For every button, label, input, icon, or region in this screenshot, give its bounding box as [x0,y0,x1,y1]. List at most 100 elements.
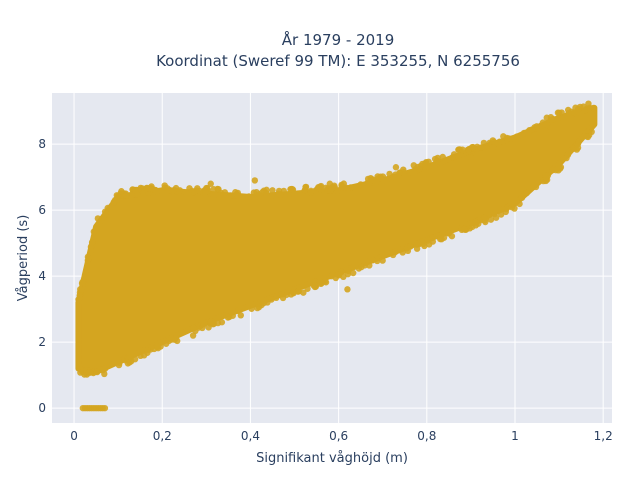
scatter-point [565,110,572,117]
scatter-point [227,192,235,199]
scatter-point [237,312,244,319]
scatter-point [482,218,489,226]
scatter-point [116,359,123,366]
x-tick-label: 0,2 [153,429,172,443]
scatter-point [283,291,290,298]
y-tick-label: 4 [38,269,46,283]
scatter-point [556,165,564,172]
scatter-point [104,204,111,212]
scatter-point [350,269,357,277]
outlier-point [269,187,276,194]
scatter-point [547,116,555,123]
scatter-point [102,365,109,372]
scatter-point [215,185,222,193]
scatter-point [154,343,161,350]
y-axis-title: Vågperiod (s) [16,215,31,302]
scatter-point [191,188,198,195]
scatter-point [234,192,241,199]
y-tick-label: 8 [38,137,46,151]
scatter-point [480,139,488,147]
chart-title-line2: Koordinat (Sweref 99 TM): E 353255, N 62… [156,52,520,70]
scatter-point [379,257,386,264]
scatter-point [434,157,441,165]
scatter-point [469,143,477,151]
scatter-point [513,133,521,140]
outlier-point [392,164,400,171]
scatter-point [459,146,466,153]
scatter-point [255,191,263,198]
outlier-point [300,289,307,296]
outlier-point [229,312,236,319]
zero-period-point [101,404,109,412]
scatter-point [260,299,268,307]
scatter-point [202,188,209,196]
scatter-point [374,257,381,265]
x-axis-title: Signifikant våghöjd (m) [256,451,408,466]
scatter-point [210,186,217,193]
scatter-point [173,334,180,341]
scatter-point [490,138,498,145]
chart-title-line1: År 1979 - 2019 [282,30,395,49]
scatter-point [518,194,526,201]
scatter-point [389,251,397,259]
scatter-point [492,214,500,221]
scatter-point [88,239,96,246]
scatter-point [328,185,335,192]
scatter-point [533,123,540,130]
scatter-point [429,238,437,245]
scatter-point [79,278,86,286]
outlier-point [176,187,184,194]
scatter-point [588,128,595,136]
scatter-point [76,292,83,299]
outlier-point [445,230,453,237]
scatter-point [221,189,229,196]
outlier-point [419,160,426,168]
scatter-point [200,321,208,328]
scatter-point [461,225,468,233]
scatter-point [449,154,456,161]
scatter-point [196,187,203,195]
scatter-point [392,171,399,178]
scatter-point [322,279,330,286]
scatter-point [114,193,121,200]
scatter-point [248,305,255,312]
data-points [75,100,598,412]
scatter-point [131,356,139,363]
scatter-point [312,282,319,289]
scatter-point [190,324,197,332]
scatter-point [497,211,505,218]
scatter-point [472,218,479,226]
scatter-point [315,185,322,192]
scatter-point [123,192,130,199]
scatter-point [90,228,98,235]
scatter-point [209,318,216,326]
scatter-point [503,205,510,213]
scatter-point [85,255,92,262]
scatter-point [487,216,495,223]
scatter-point [85,369,93,376]
x-tick-label: 1 [511,429,519,443]
x-tick-label: 0,4 [241,429,260,443]
scatter-point [584,133,592,141]
scatter-point [250,189,258,196]
scatter-point [304,285,311,292]
x-tick-label: 0,6 [329,429,348,443]
outlier-point [489,144,497,151]
x-tick-label: 0 [70,429,78,443]
scatter-point [477,144,484,151]
scatter-point [205,324,212,331]
outlier-point [207,180,214,187]
scatter-point [275,190,282,197]
scatter-point [532,183,540,191]
scatter-point [316,278,324,285]
scatter-point [400,166,407,173]
scatter-point [143,184,150,192]
scatter-point [224,314,232,321]
scatter-point [357,181,364,188]
outlier-point [525,131,532,138]
scatter-point [170,186,178,194]
scatter-point [523,189,530,197]
scatter-point [152,187,159,194]
outlier-point [586,104,594,112]
scatter-point [575,105,582,113]
